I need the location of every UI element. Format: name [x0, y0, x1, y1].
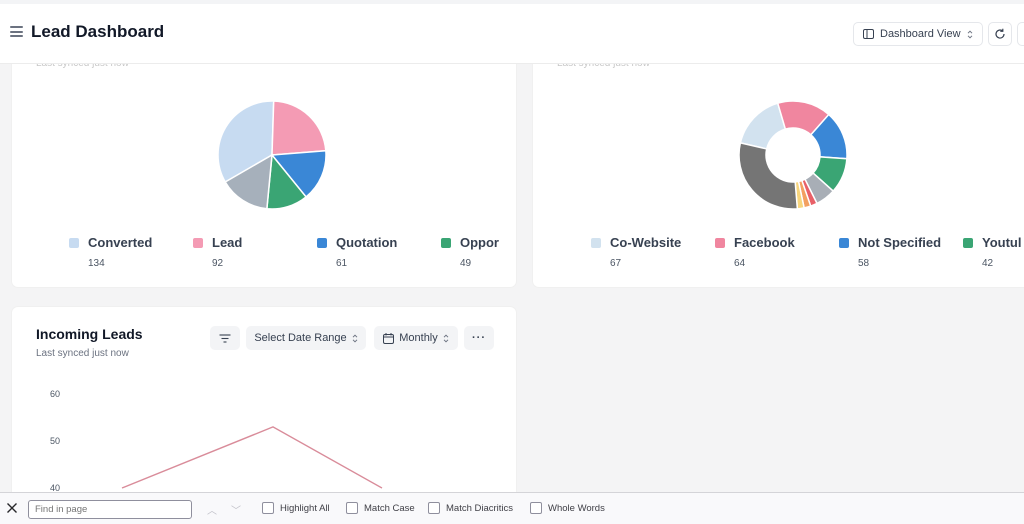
legend-item: Co-Website 67: [591, 234, 681, 269]
lead-status-pie-chart: [217, 100, 327, 210]
legend-swatch: [193, 238, 203, 248]
layout-icon: [863, 29, 874, 39]
incoming-leads-line-chart: 60 50 40: [50, 389, 383, 493]
incoming-leads-card: Incoming Leads Last synced just now Sele…: [12, 307, 516, 524]
last-synced-text: Last synced just now: [36, 348, 129, 359]
refresh-icon: [995, 28, 1005, 39]
filter-icon: [219, 333, 231, 343]
incoming-leads-title: Incoming Leads: [36, 326, 143, 342]
calendar-icon: [383, 332, 395, 344]
y-tick-label: 40: [50, 483, 60, 493]
more-options-button[interactable]: ···: [464, 326, 494, 350]
legend-swatch: [591, 238, 601, 248]
legend-item: Quotation 61: [317, 234, 397, 269]
legend-item: Oppor 49: [441, 234, 501, 269]
legend-swatch: [69, 238, 79, 248]
series-line: [121, 426, 383, 489]
dashboard-view-label: Dashboard View: [880, 28, 961, 40]
legend-swatch: [441, 238, 451, 248]
period-label: Monthly: [399, 332, 438, 344]
lead-source-chart-card: Last synced just now Co-Website 67 Faceb…: [533, 52, 1024, 287]
find-input[interactable]: [28, 500, 192, 519]
find-in-page-bar: ︿ ﹀ Highlight All Match Case Match Diacr…: [0, 492, 1024, 524]
chevron-down-icon[interactable]: ﹀: [231, 506, 241, 517]
pie-slice[interactable]: [738, 141, 799, 210]
legend-item: Lead 92: [193, 234, 242, 269]
close-icon[interactable]: [6, 502, 18, 514]
filter-button[interactable]: [210, 326, 240, 350]
chevron-updown-icon: [967, 29, 972, 39]
legend-item: Facebook 64: [715, 234, 795, 269]
y-tick-label: 60: [50, 389, 60, 399]
legend-swatch: [963, 238, 973, 248]
y-tick-label: 50: [50, 436, 60, 446]
match-diacritics-checkbox[interactable]: Match Diacritics: [428, 502, 513, 514]
pie-slice[interactable]: [270, 149, 327, 198]
match-case-checkbox[interactable]: Match Case: [346, 502, 415, 514]
chevron-up-icon[interactable]: ︿: [207, 506, 217, 517]
highlight-all-checkbox[interactable]: Highlight All: [262, 502, 330, 514]
legend-item: Converted 134: [69, 234, 152, 269]
page-title: Lead Dashboard: [31, 22, 165, 41]
pie-slice[interactable]: [739, 102, 787, 150]
top-strip: [0, 0, 1024, 4]
pie-slice[interactable]: [224, 153, 273, 210]
date-range-select[interactable]: Select Date Range: [246, 326, 366, 350]
legend-swatch: [839, 238, 849, 248]
legend-item: Not Specified 58: [839, 234, 941, 269]
legend-swatch: [715, 238, 725, 248]
lead-status-chart-card: Last synced just now Converted 134 Lead …: [12, 52, 516, 287]
legend-item: Youtul 42: [963, 234, 1021, 269]
chevron-updown-icon: [352, 333, 358, 343]
overflow-button[interactable]: [1017, 22, 1024, 46]
dashboard-view-button[interactable]: Dashboard View: [853, 22, 983, 46]
chevron-updown-icon: [443, 333, 449, 343]
pie-slice[interactable]: [271, 100, 327, 156]
refresh-button[interactable]: [988, 22, 1012, 46]
lead-source-donut-chart: [738, 100, 848, 210]
period-select[interactable]: Monthly: [374, 326, 458, 350]
whole-words-checkbox[interactable]: Whole Words: [530, 502, 605, 514]
legend-swatch: [317, 238, 327, 248]
page-header: Lead Dashboard Dashboard View: [0, 0, 1024, 64]
hamburger-menu-icon[interactable]: [10, 26, 23, 37]
date-range-label: Select Date Range: [254, 332, 347, 344]
